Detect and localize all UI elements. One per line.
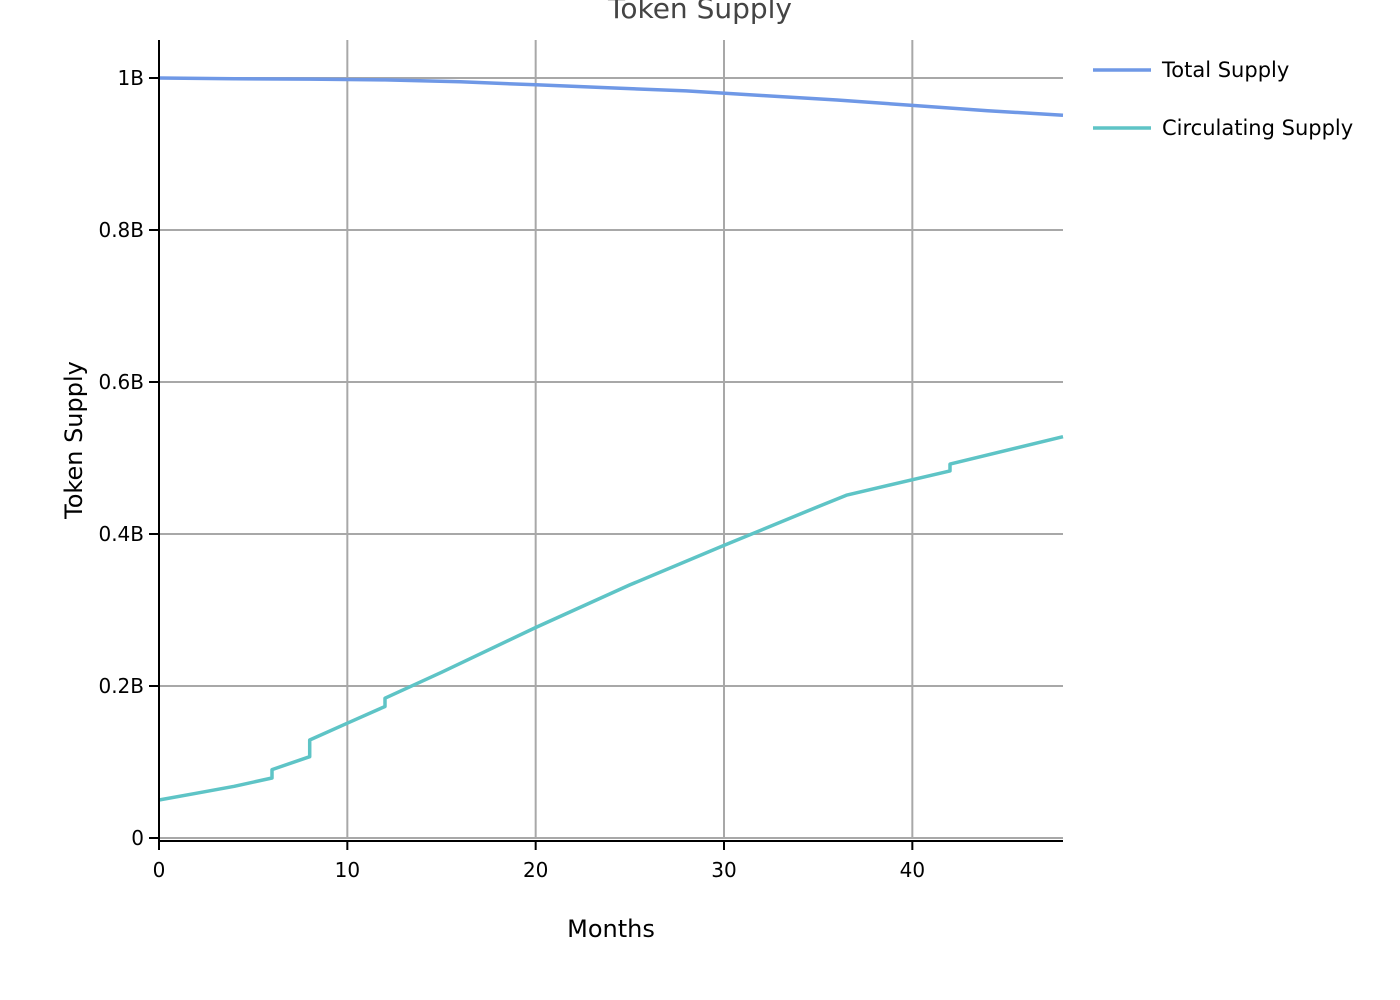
series-lines (158, 76, 1064, 802)
x-axis-ticks: 0 10 20 30 40 (153, 841, 925, 882)
y-tick-label: 0.6B (98, 370, 144, 394)
y-axis-title: Token Supply (60, 361, 88, 520)
legend-label-circulating-supply: Circulating Supply (1162, 116, 1353, 140)
grid-lines (158, 40, 1063, 839)
y-tick-label: 0 (131, 826, 144, 850)
total-supply-line (158, 76, 1064, 117)
x-tick-label: 10 (335, 858, 360, 882)
legend-label-total-supply: Total Supply (1161, 58, 1289, 82)
x-axis-title: Months (567, 915, 655, 943)
x-tick-label: 20 (523, 858, 548, 882)
y-tick-label: 0.4B (98, 522, 144, 546)
y-axis-ticks: 0 0.2B 0.4B 0.6B 0.8B 1B (98, 66, 159, 850)
x-tick-label: 40 (900, 858, 925, 882)
y-tick-label: 0.2B (98, 674, 144, 698)
legend: Total Supply Circulating Supply (1093, 58, 1353, 140)
axes (158, 40, 1063, 842)
y-tick-label: 0.8B (98, 218, 144, 242)
y-tick-label: 1B (118, 66, 144, 90)
x-tick-label: 0 (153, 858, 166, 882)
x-tick-label: 30 (711, 858, 736, 882)
chart-title: Token Supply (607, 0, 792, 25)
circulating-supply-line (158, 434, 1064, 802)
